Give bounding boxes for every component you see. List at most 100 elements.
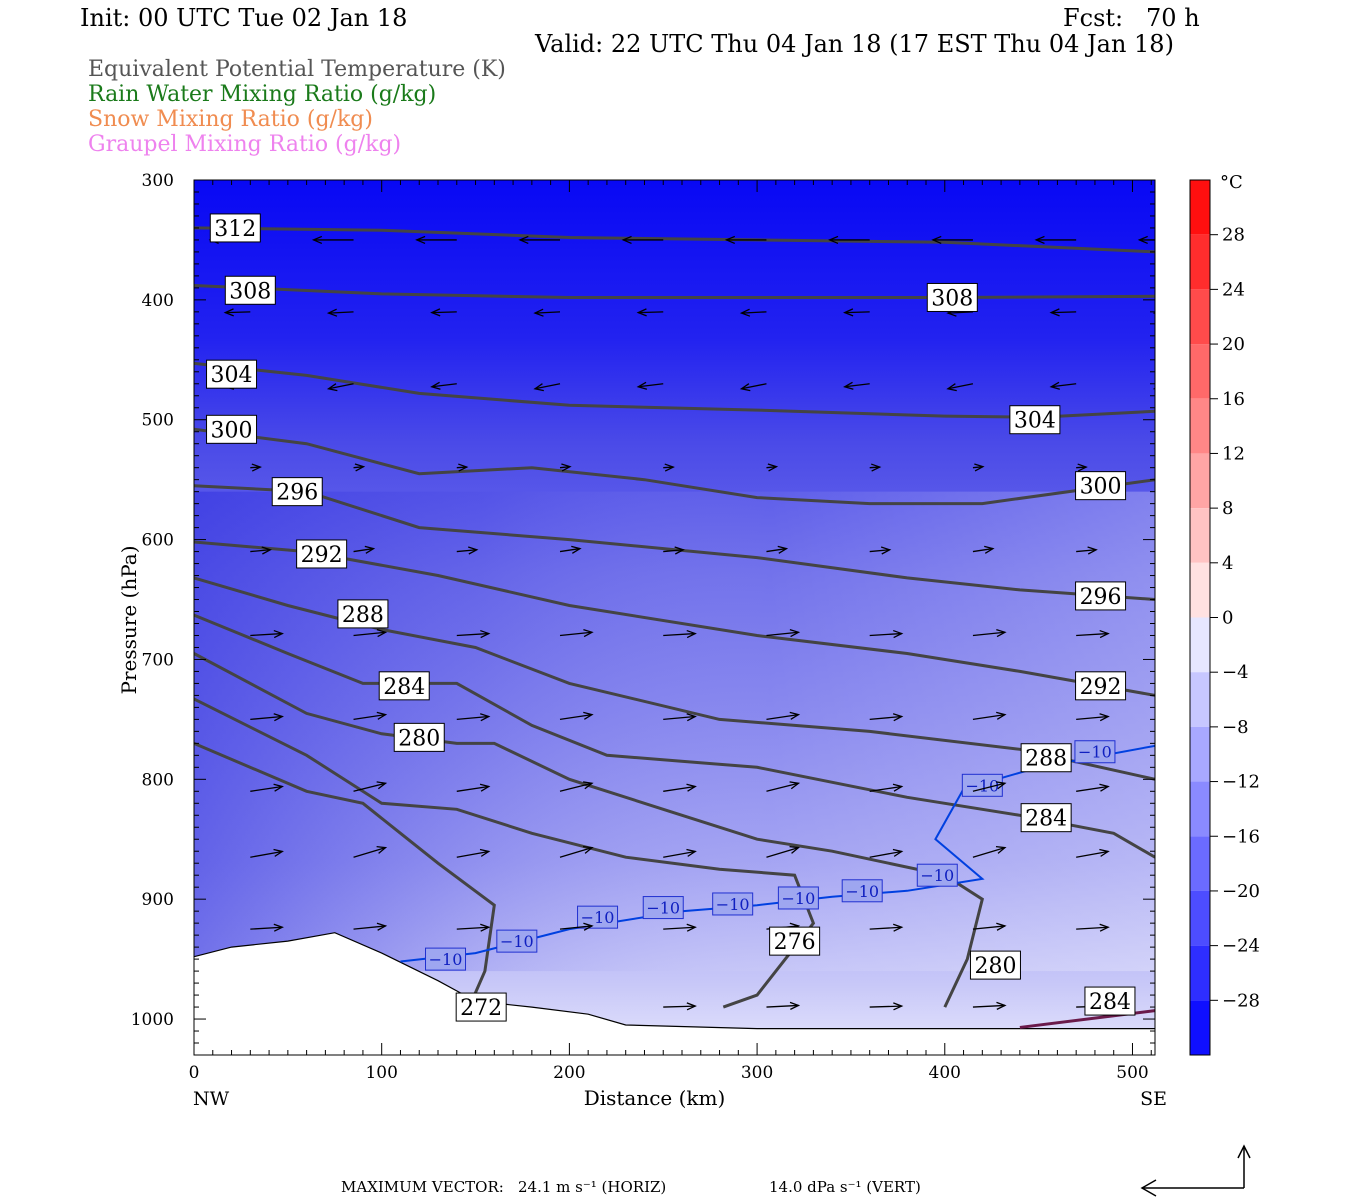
isotherm-label: −10 — [841, 879, 883, 903]
contour-label-text: 308 — [229, 279, 271, 304]
wind-vector — [328, 383, 354, 390]
wind-vector-head — [273, 713, 284, 722]
contour-label-box — [206, 414, 258, 444]
wind-vector-head — [1077, 463, 1088, 472]
wind-vector-head — [686, 1002, 697, 1011]
contour-label-box — [271, 477, 323, 507]
y-tick-label: 400 — [142, 291, 174, 311]
theta-e-contour — [194, 576, 1155, 781]
wind-vector-head — [261, 546, 272, 555]
shading-layer: −10−10−10−10 −10 −10 −10−10−10−10 — [194, 180, 1190, 1055]
contour-label: 292 — [296, 539, 348, 569]
isotherm-label-box — [916, 863, 958, 887]
contour-label-box — [1009, 405, 1061, 435]
colorbar-tick-label: −20 — [1222, 881, 1260, 902]
wind-vector-head — [674, 546, 685, 555]
wind-vector — [972, 713, 1006, 721]
wind-vector — [1076, 926, 1109, 930]
wind-vector-head — [636, 381, 648, 390]
contour-label-box — [209, 213, 261, 243]
wind-vector — [972, 466, 984, 469]
colorbar-tick-label: 0 — [1222, 608, 1233, 629]
contour-label-box — [1020, 803, 1072, 833]
wind-vector — [1076, 785, 1109, 792]
contour-label-box — [378, 671, 430, 701]
wind-vector-head — [1152, 312, 1155, 315]
wind-vector-head — [273, 629, 284, 639]
wind-vector — [869, 926, 902, 930]
wind-vector — [559, 547, 581, 553]
wind-vector — [741, 311, 767, 314]
wind-vector — [1076, 632, 1109, 637]
contour-label-box — [296, 539, 348, 569]
wind-vector-head — [376, 846, 388, 854]
wind-vector-head — [789, 628, 801, 638]
wind-vector-head — [777, 545, 789, 554]
contour-label: 284 — [1020, 803, 1072, 833]
isotherm-label-text: −10 — [716, 895, 750, 914]
valid-time: Valid: 22 UTC Thu 04 Jan 18 (17 EST Thu … — [535, 30, 1174, 58]
wind-vector — [559, 466, 571, 469]
contour-label: 280 — [393, 722, 445, 752]
wind-vector — [559, 847, 593, 858]
wind-vector-head — [1099, 713, 1110, 722]
wind-vector-head — [995, 781, 1007, 790]
contour-label: 284 — [378, 671, 430, 701]
wind-vector — [972, 847, 1006, 858]
wind-vector-head — [1099, 923, 1110, 932]
colorbar-segment — [1190, 726, 1210, 782]
contour-label-text: 292 — [301, 543, 343, 568]
wind-vector-head — [621, 235, 632, 245]
colorbar-segment — [1190, 289, 1210, 345]
isotherm-label: −10 — [425, 947, 467, 971]
wind-vector-head — [636, 308, 647, 317]
contour-label-box — [1075, 471, 1127, 501]
wind-vector — [663, 926, 696, 930]
wind-vector — [353, 466, 364, 469]
theta-e-contour — [194, 652, 985, 1008]
contour-label-box — [337, 599, 389, 629]
contour-label: 288 — [1020, 743, 1072, 773]
theta-e-contour — [194, 226, 1155, 254]
theta-e-contour — [194, 427, 1155, 506]
wind-vector — [869, 785, 902, 792]
colorbar-segment — [1190, 781, 1210, 837]
wind-vector — [766, 1004, 799, 1008]
colorbar-tick-label: 24 — [1222, 279, 1245, 300]
colorbar-tick-label: 28 — [1222, 225, 1245, 246]
wind-vector — [638, 383, 664, 388]
colorbar-segment — [1190, 562, 1210, 618]
x-end-label-left: NW — [193, 1088, 230, 1110]
wind-vector-head — [996, 628, 1007, 638]
colorbar-segment — [1190, 453, 1210, 509]
wind-vector-head — [583, 781, 594, 790]
wind-vector-head — [583, 922, 594, 931]
contour-label: 300 — [1075, 471, 1127, 501]
wind-vector-head — [354, 463, 366, 472]
contour-label: 296 — [271, 477, 323, 507]
isotherm-label-text: −10 — [1078, 743, 1112, 762]
forecast-hour: Fcst: 70 h — [1063, 4, 1200, 32]
wind-vector — [972, 547, 994, 553]
wind-vector-head — [893, 629, 904, 639]
wind-vector — [456, 715, 489, 721]
contour-label: 292 — [1075, 671, 1127, 701]
contour-label-box — [769, 926, 821, 956]
contour-label-text: 284 — [1089, 990, 1131, 1015]
wind-vector — [1179, 467, 1189, 468]
colorbar-tick-label: 8 — [1222, 498, 1233, 519]
isotherm-label: −10 — [777, 886, 819, 910]
wind-vector — [663, 549, 684, 553]
colorbar-tick-label: 4 — [1222, 553, 1233, 574]
wind-vector-head — [1049, 381, 1060, 390]
x-tick-label: 0 — [189, 1063, 200, 1083]
isotherm-label: −10 — [496, 929, 538, 953]
wind-vector-head — [583, 628, 594, 638]
colorbar-tick-label: −12 — [1222, 772, 1260, 793]
contour-label-box — [969, 950, 1021, 980]
wind-vector-head — [1181, 464, 1190, 471]
colorbar: 28 24 20 16 12 8 4 0 −4 −8 −12 −16 −20 −24 −28 °C — [1189, 172, 1260, 1056]
wind-vector — [250, 549, 271, 553]
wind-vector-head — [789, 846, 801, 854]
wind-vector-head — [1099, 783, 1110, 792]
